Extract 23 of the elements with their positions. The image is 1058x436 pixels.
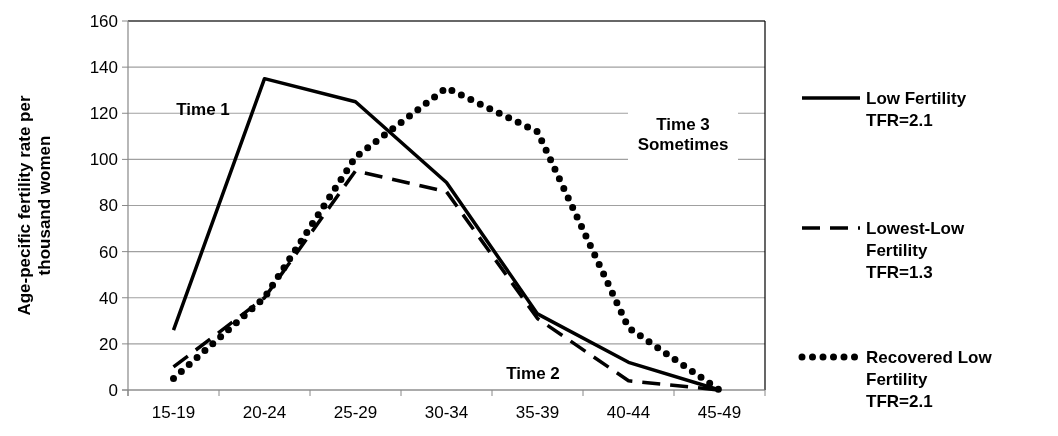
y-tick-label: 120 xyxy=(89,104,118,124)
y-tick-label: 60 xyxy=(99,242,118,262)
y-tick-label: 20 xyxy=(99,334,118,354)
annotation: Time 1 xyxy=(176,100,230,119)
legend-label: Low Fertility TFR=2.1 xyxy=(866,89,967,131)
y-tick-label: 0 xyxy=(108,380,118,400)
x-tick-label: 25-29 xyxy=(333,403,378,422)
legend-label: Lowest-Low Fertility TFR=1.3 xyxy=(866,219,965,283)
annotation: Time 2 xyxy=(506,364,560,383)
annotation: Time 3 Sometimes xyxy=(637,115,729,155)
y-tick-label: 160 xyxy=(89,11,118,31)
x-tick-label: 45-49 xyxy=(697,403,742,422)
x-tick-label: 35-39 xyxy=(515,403,560,422)
y-axis-title: Age-pecific fertility rate per thousand women xyxy=(14,95,55,316)
x-tick-label: 15-19 xyxy=(151,403,196,422)
y-tick-label: 140 xyxy=(89,58,118,78)
y-tick-label: 100 xyxy=(89,150,118,170)
legend-label: Recovered Low Fertility TFR=2.1 xyxy=(866,348,993,412)
y-tick-label: 80 xyxy=(99,196,118,216)
x-tick-label: 30-34 xyxy=(424,403,469,422)
x-tick-label: 40-44 xyxy=(606,403,651,422)
y-tick-label: 40 xyxy=(99,288,118,308)
x-tick-label: 20-24 xyxy=(242,403,287,422)
